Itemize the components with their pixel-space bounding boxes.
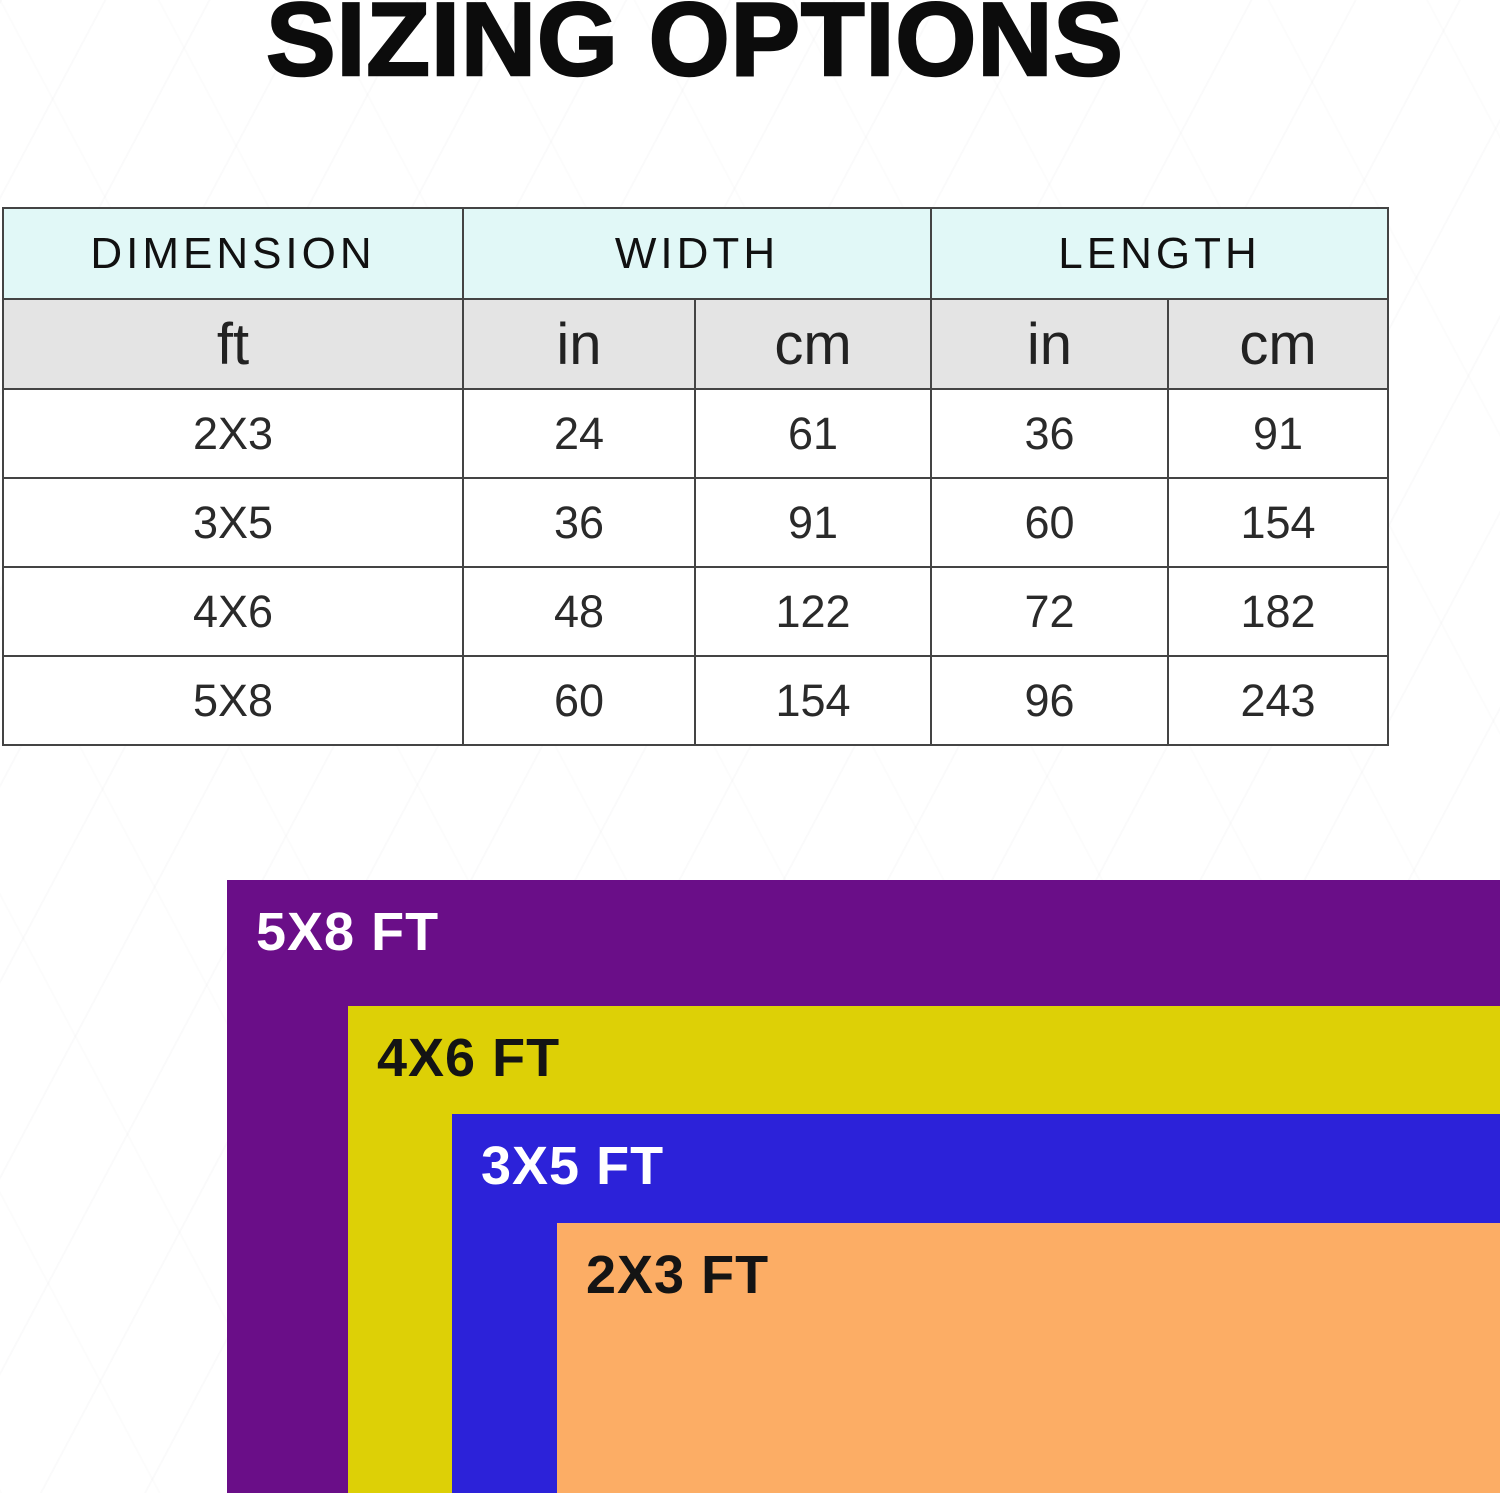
cell-width-in: 24 (462, 388, 696, 479)
table-row: 3X5 36 91 60 154 (2, 477, 1390, 568)
unit-header-width-cm: cm (694, 298, 932, 390)
cell-dimension: 3X5 (2, 477, 464, 568)
cell-width-cm: 61 (694, 388, 932, 479)
table-row: 5X8 60 154 96 243 (2, 655, 1390, 746)
unit-header-width-in: in (462, 298, 696, 390)
size-rect-2x3: 2X3 FT (557, 1223, 1500, 1493)
col-header-dimension: DIMENSION (2, 207, 464, 300)
cell-width-cm: 91 (694, 477, 932, 568)
size-rect-5x8: 5X8 FT (227, 880, 1500, 1493)
size-rect-label: 5X8 FT (256, 902, 440, 962)
size-rect-label: 4X6 FT (377, 1028, 561, 1088)
unit-header-length-cm: cm (1166, 298, 1390, 390)
cell-length-cm: 243 (1166, 655, 1390, 746)
size-rect-3x5: 3X5 FT (452, 1114, 1500, 1493)
size-rect-label: 2X3 FT (586, 1245, 770, 1305)
sizing-table: DIMENSION WIDTH LENGTH ft in cm in cm 2X… (2, 207, 1390, 746)
cell-length-cm: 154 (1166, 477, 1390, 568)
cell-width-in: 36 (462, 477, 696, 568)
size-rect-label: 3X5 FT (481, 1136, 665, 1196)
cell-dimension: 2X3 (2, 388, 464, 479)
cell-width-in: 48 (462, 566, 696, 657)
col-header-length: LENGTH (929, 207, 1390, 300)
table-row: 4X6 48 122 72 182 (2, 566, 1390, 657)
cell-width-cm: 122 (694, 566, 932, 657)
cell-length-in: 60 (930, 477, 1169, 568)
page-title: SIZING OPTIONS (265, 0, 1124, 98)
unit-header-ft: ft (2, 298, 464, 390)
cell-width-cm: 154 (694, 655, 932, 746)
cell-width-in: 60 (462, 655, 696, 746)
cell-length-in: 36 (930, 388, 1169, 479)
cell-length-in: 72 (930, 566, 1169, 657)
table-unit-header-row: ft in cm in cm (2, 298, 1390, 390)
table-row: 2X3 24 61 36 91 (2, 388, 1390, 479)
cell-dimension: 4X6 (2, 566, 464, 657)
size-rect-4x6: 4X6 FT (348, 1006, 1500, 1493)
unit-header-length-in: in (930, 298, 1169, 390)
cell-length-in: 96 (930, 655, 1169, 746)
cell-length-cm: 91 (1166, 388, 1390, 479)
cell-length-cm: 182 (1166, 566, 1390, 657)
cell-dimension: 5X8 (2, 655, 464, 746)
col-header-width: WIDTH (462, 207, 932, 300)
table-group-header-row: DIMENSION WIDTH LENGTH (2, 207, 1390, 300)
